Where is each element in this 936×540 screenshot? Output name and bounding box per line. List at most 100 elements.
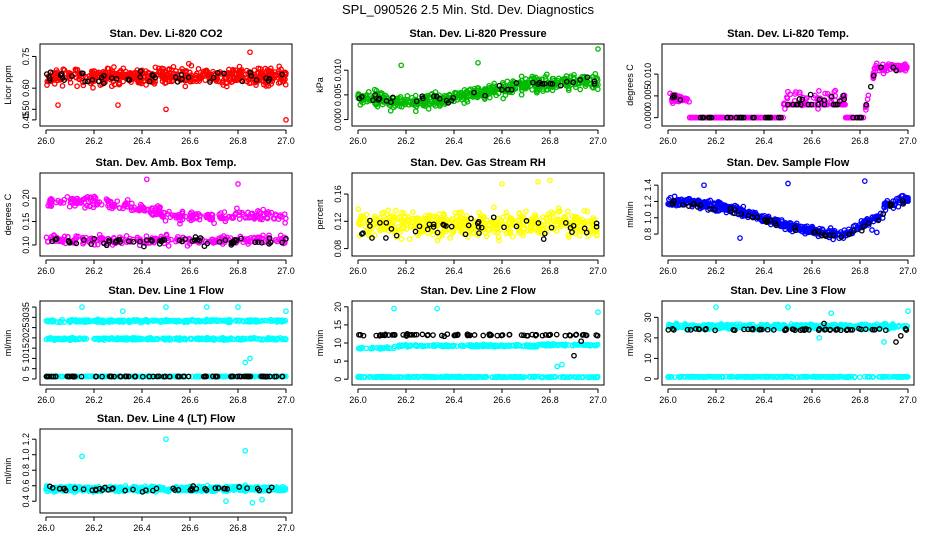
- data-point: [174, 318, 181, 324]
- data-point: [441, 333, 448, 340]
- data-point: [697, 114, 704, 121]
- outlier-point: [785, 180, 791, 187]
- x-axis: 26.0 26.2 26.4 26.6 26.8 27.0: [349, 259, 607, 276]
- data-point: [165, 243, 172, 249]
- data-point: [863, 101, 870, 108]
- data-point: [541, 230, 548, 237]
- data-point: [239, 317, 246, 324]
- data-point: [244, 317, 251, 324]
- data-point: [268, 81, 275, 87]
- data-point: [537, 226, 544, 232]
- data-point: [246, 214, 253, 221]
- data-point: [164, 317, 171, 324]
- data-point: [680, 201, 686, 208]
- x-tick-label: 26.8: [541, 266, 559, 276]
- data-point: [711, 206, 718, 213]
- data-point: [532, 344, 539, 350]
- points: [665, 178, 911, 243]
- data-point: [227, 70, 234, 76]
- data-point: [468, 215, 474, 222]
- data-point: [690, 114, 697, 121]
- data-point: [430, 93, 437, 100]
- data-point: [406, 236, 413, 243]
- data-point: [784, 95, 791, 102]
- data-point: [880, 70, 887, 77]
- data-point: [499, 86, 505, 93]
- data-point: [591, 78, 598, 85]
- data-point: [181, 319, 188, 326]
- data-point: [500, 214, 506, 221]
- series-upper: [355, 305, 601, 370]
- data-point: [785, 101, 791, 108]
- x-tick-label: 26.0: [37, 395, 55, 405]
- data-point: [880, 211, 887, 217]
- data-point: [432, 103, 439, 109]
- figure-title: SPL_090526 2.5 Min. Std. Dev. Diagnostic…: [342, 2, 594, 17]
- x-tick-label: 26.0: [659, 136, 677, 146]
- series-selected: [669, 197, 907, 240]
- data-point: [149, 205, 155, 211]
- x-tick-label: 27.0: [589, 266, 607, 276]
- data-point: [369, 345, 376, 352]
- data-point: [476, 373, 483, 380]
- data-point: [262, 373, 269, 380]
- data-point: [448, 223, 455, 230]
- data-point: [585, 374, 592, 381]
- y-tick-label: 35: [21, 302, 31, 312]
- data-point: [881, 200, 888, 207]
- y-tick-label: 0.45: [21, 111, 31, 129]
- data-point: [123, 233, 130, 239]
- data-point: [277, 232, 284, 239]
- panel-title: Stan. Dev. Sample Flow: [727, 157, 850, 169]
- data-point: [466, 225, 472, 232]
- data-point: [99, 373, 105, 380]
- data-point: [804, 226, 811, 232]
- x-tick-label: 27.0: [899, 136, 917, 146]
- y-tick-label: 5: [21, 366, 31, 371]
- data-point: [496, 82, 503, 89]
- data-point: [471, 89, 477, 96]
- data-point: [503, 230, 510, 237]
- x-tick-label: 26.8: [851, 266, 869, 276]
- data-point: [268, 318, 275, 325]
- data-point: [368, 373, 374, 380]
- data-point: [523, 218, 530, 224]
- data-point: [147, 335, 154, 341]
- data-point: [237, 68, 243, 75]
- data-point: [101, 337, 108, 343]
- data-point: [501, 224, 507, 231]
- data-point: [897, 63, 904, 69]
- panel-title: Stan. Dev. Line 2 Flow: [420, 285, 536, 297]
- data-point: [895, 62, 901, 69]
- x-tick-label: 26.6: [803, 266, 821, 276]
- data-point: [509, 342, 515, 349]
- data-point: [850, 114, 856, 121]
- data-point: [391, 374, 398, 380]
- outlier-point: [283, 117, 289, 123]
- data-point: [193, 317, 200, 324]
- data-point: [412, 108, 419, 115]
- panel-title: Stan. Dev. Line 3 Flow: [730, 285, 846, 297]
- data-point: [481, 96, 488, 102]
- data-point: [502, 92, 509, 99]
- data-point: [738, 114, 745, 121]
- x-tick-label: 26.8: [229, 136, 247, 146]
- data-point: [396, 214, 403, 221]
- data-point: [565, 234, 572, 240]
- data-point: [671, 92, 677, 99]
- data-point: [390, 345, 397, 352]
- data-point: [120, 317, 127, 324]
- plot-frame: [351, 172, 605, 257]
- data-point: [374, 103, 381, 110]
- data-point: [180, 373, 187, 380]
- data-point: [393, 232, 400, 239]
- data-point: [764, 114, 771, 121]
- data-point: [438, 332, 445, 339]
- x-axis: 26.0 26.2 26.4 26.6 26.8 27.0: [37, 388, 295, 405]
- series-middle: [43, 334, 289, 366]
- points: [43, 49, 289, 123]
- data-point: [867, 83, 874, 90]
- data-point: [106, 239, 113, 245]
- data-point: [427, 213, 434, 219]
- data-point: [196, 237, 203, 244]
